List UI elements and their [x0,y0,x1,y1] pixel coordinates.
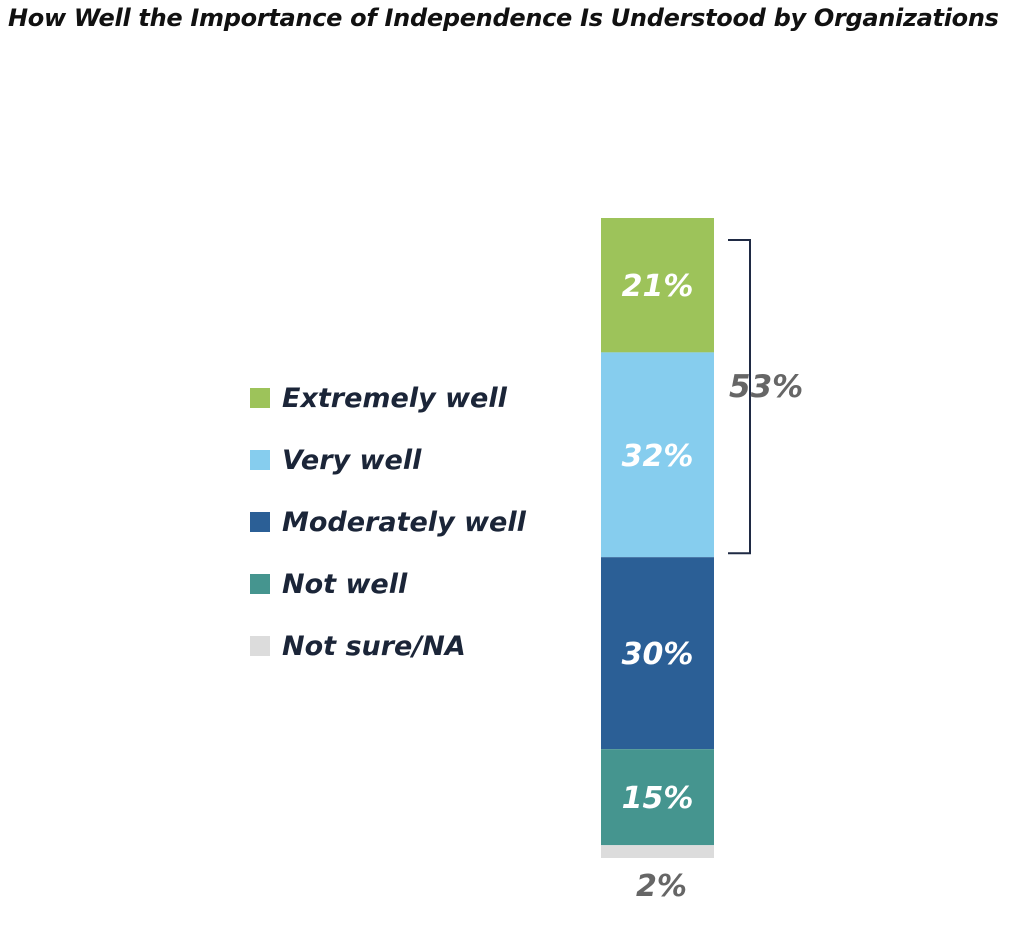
chart-title: How Well the Importance of Independence … [8,4,999,32]
legend-item-extremely-well: Extremely well [250,378,526,418]
legend-swatch-very-well [250,450,270,470]
legend-item-not-sure-na: Not sure/NA [250,626,526,666]
data-label-extremely-well: 21% [622,269,694,304]
data-label-not-sure-na: 2% [636,869,687,904]
legend-swatch-not-well [250,574,270,594]
legend-swatch-extremely-well [250,388,270,408]
legend-label-very-well: Very well [282,444,422,476]
data-label-very-well: 32% [622,439,694,474]
legend-label-moderately-well: Moderately well [282,506,526,538]
bar-segment-not-sure-na [601,845,714,858]
bar-segment-moderately-well [601,557,714,750]
legend-swatch-not-sure-na [250,636,270,656]
legend-item-not-well: Not well [250,564,526,604]
legend-swatch-moderately-well [250,512,270,532]
bar-segment-not-well [601,749,714,846]
legend-label-not-well: Not well [282,568,408,600]
bracket-line [728,239,751,555]
bracket-label: 53% [729,369,803,405]
bar-segment-extremely-well [601,218,714,353]
data-label-not-well: 15% [622,781,694,816]
legend-label-not-sure-na: Not sure/NA [282,630,466,662]
legend-item-very-well: Very well [250,440,526,480]
legend-label-extremely-well: Extremely well [282,382,507,414]
legend: Extremely well Very well Moderately well… [250,378,526,688]
legend-item-moderately-well: Moderately well [250,502,526,542]
bar-segment-very-well [601,352,714,558]
data-label-moderately-well: 30% [622,637,694,672]
